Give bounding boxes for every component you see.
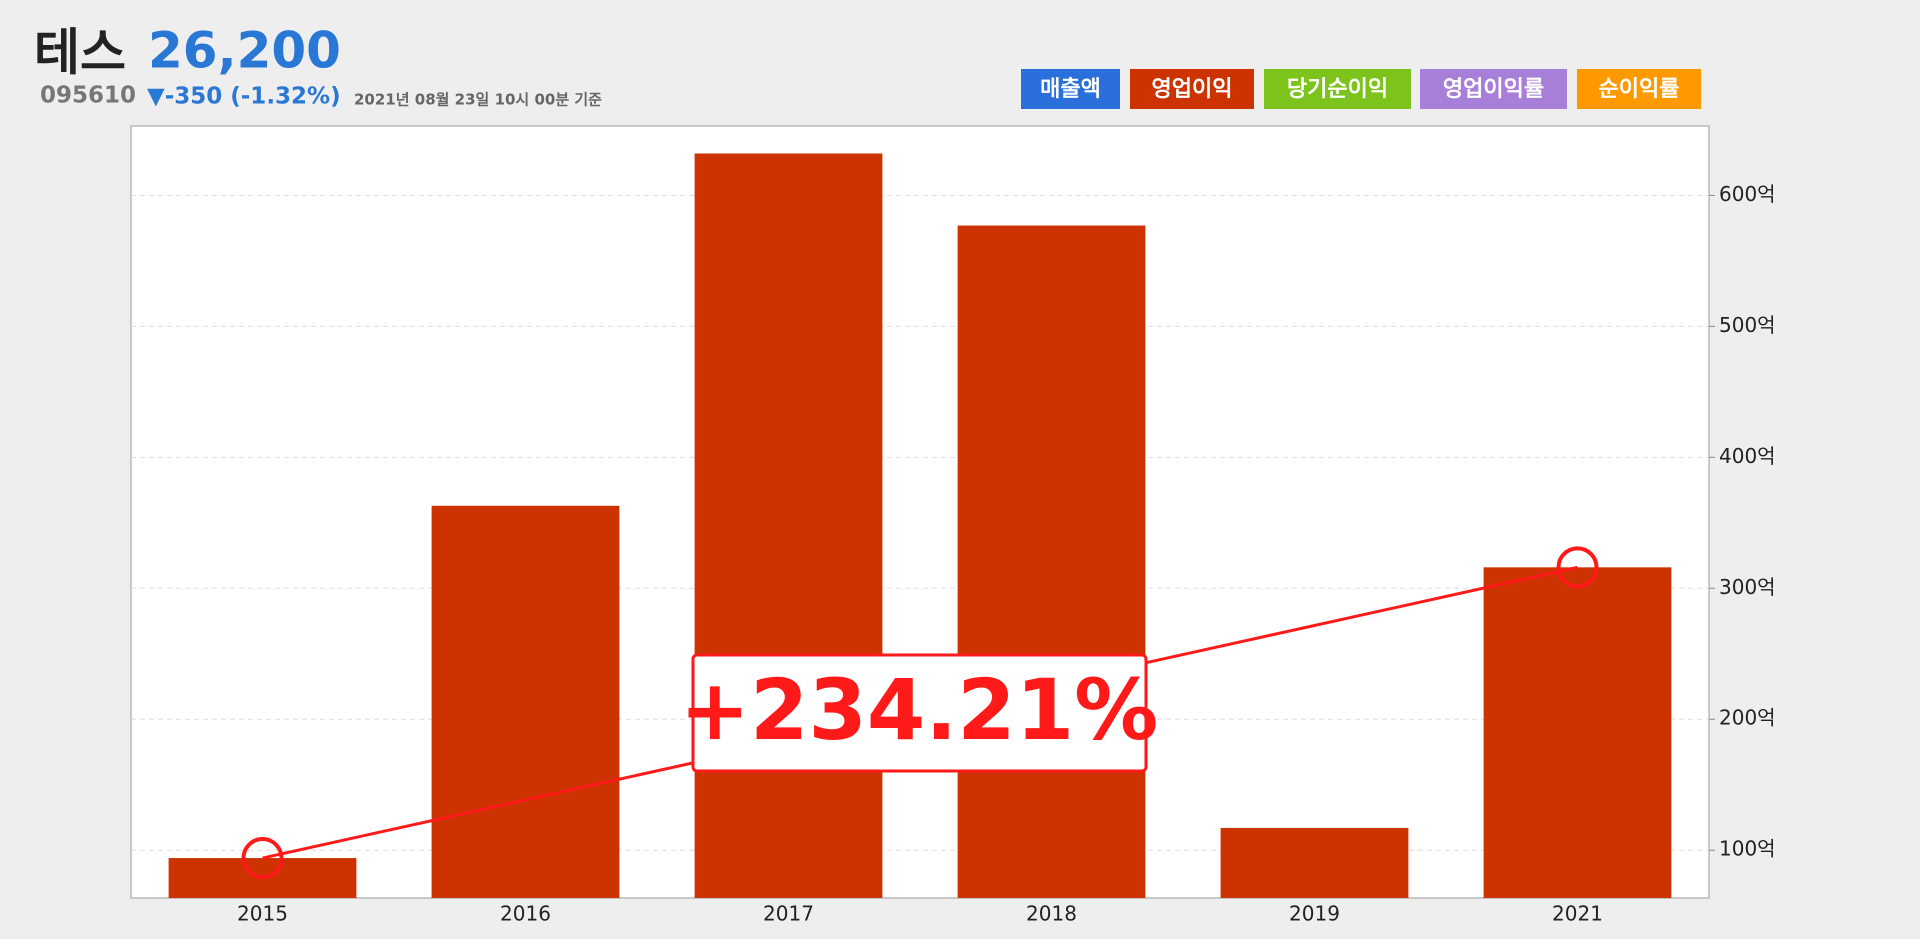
x-tick-label: 2017 — [763, 902, 814, 926]
series-toggle-button[interactable] — [1420, 69, 1567, 109]
series-toggle-button[interactable] — [1130, 69, 1254, 109]
stock-price: 26,200 — [148, 22, 341, 80]
y-tick-label: 400억 — [1719, 444, 1776, 468]
bar — [957, 225, 1146, 898]
stock-name: 테스 — [34, 24, 126, 82]
series-toggle-button[interactable] — [1577, 69, 1701, 109]
series-toggle-label[interactable]: 순이익률 — [1599, 77, 1680, 102]
annotation-box — [691, 653, 1148, 773]
annotation: +234.21% — [680, 661, 1159, 759]
series-toggle-label[interactable]: 영업이익 — [1152, 77, 1233, 102]
trend-point — [241, 837, 284, 880]
price-change: ▼-350 (-1.32%) — [147, 84, 341, 110]
y-tick-label: 200억 — [1719, 706, 1776, 730]
y-tick-label: 600억 — [1719, 182, 1776, 206]
series-toggle-button[interactable] — [1021, 69, 1120, 109]
x-tick-label: 2018 — [1026, 902, 1077, 926]
plot-area — [130, 125, 1710, 899]
stock-code: 095610 — [40, 83, 136, 109]
series-toggle-label[interactable]: 영업이익률 — [1443, 77, 1544, 102]
series-toggle-label[interactable]: 매출액 — [1040, 77, 1101, 102]
y-tick-label: 300억 — [1719, 575, 1776, 599]
series-toggle-label[interactable]: 당기순이익 — [1287, 77, 1388, 102]
bar — [431, 505, 620, 898]
bar — [1483, 567, 1672, 898]
trend-point — [1556, 546, 1599, 589]
x-tick-label: 2021 — [1552, 902, 1603, 926]
y-tick-label: 100억 — [1719, 837, 1776, 861]
bar — [694, 153, 883, 898]
x-tick-label: 2016 — [500, 902, 551, 926]
bar — [1220, 827, 1409, 898]
x-tick-label: 2015 — [237, 902, 288, 926]
timestamp: 2021년 08월 23일 10시 00분 기준 — [354, 91, 602, 109]
series-toggle-button[interactable] — [1264, 69, 1411, 109]
y-tick-label: 500억 — [1719, 313, 1776, 337]
x-tick-label: 2019 — [1289, 902, 1340, 926]
